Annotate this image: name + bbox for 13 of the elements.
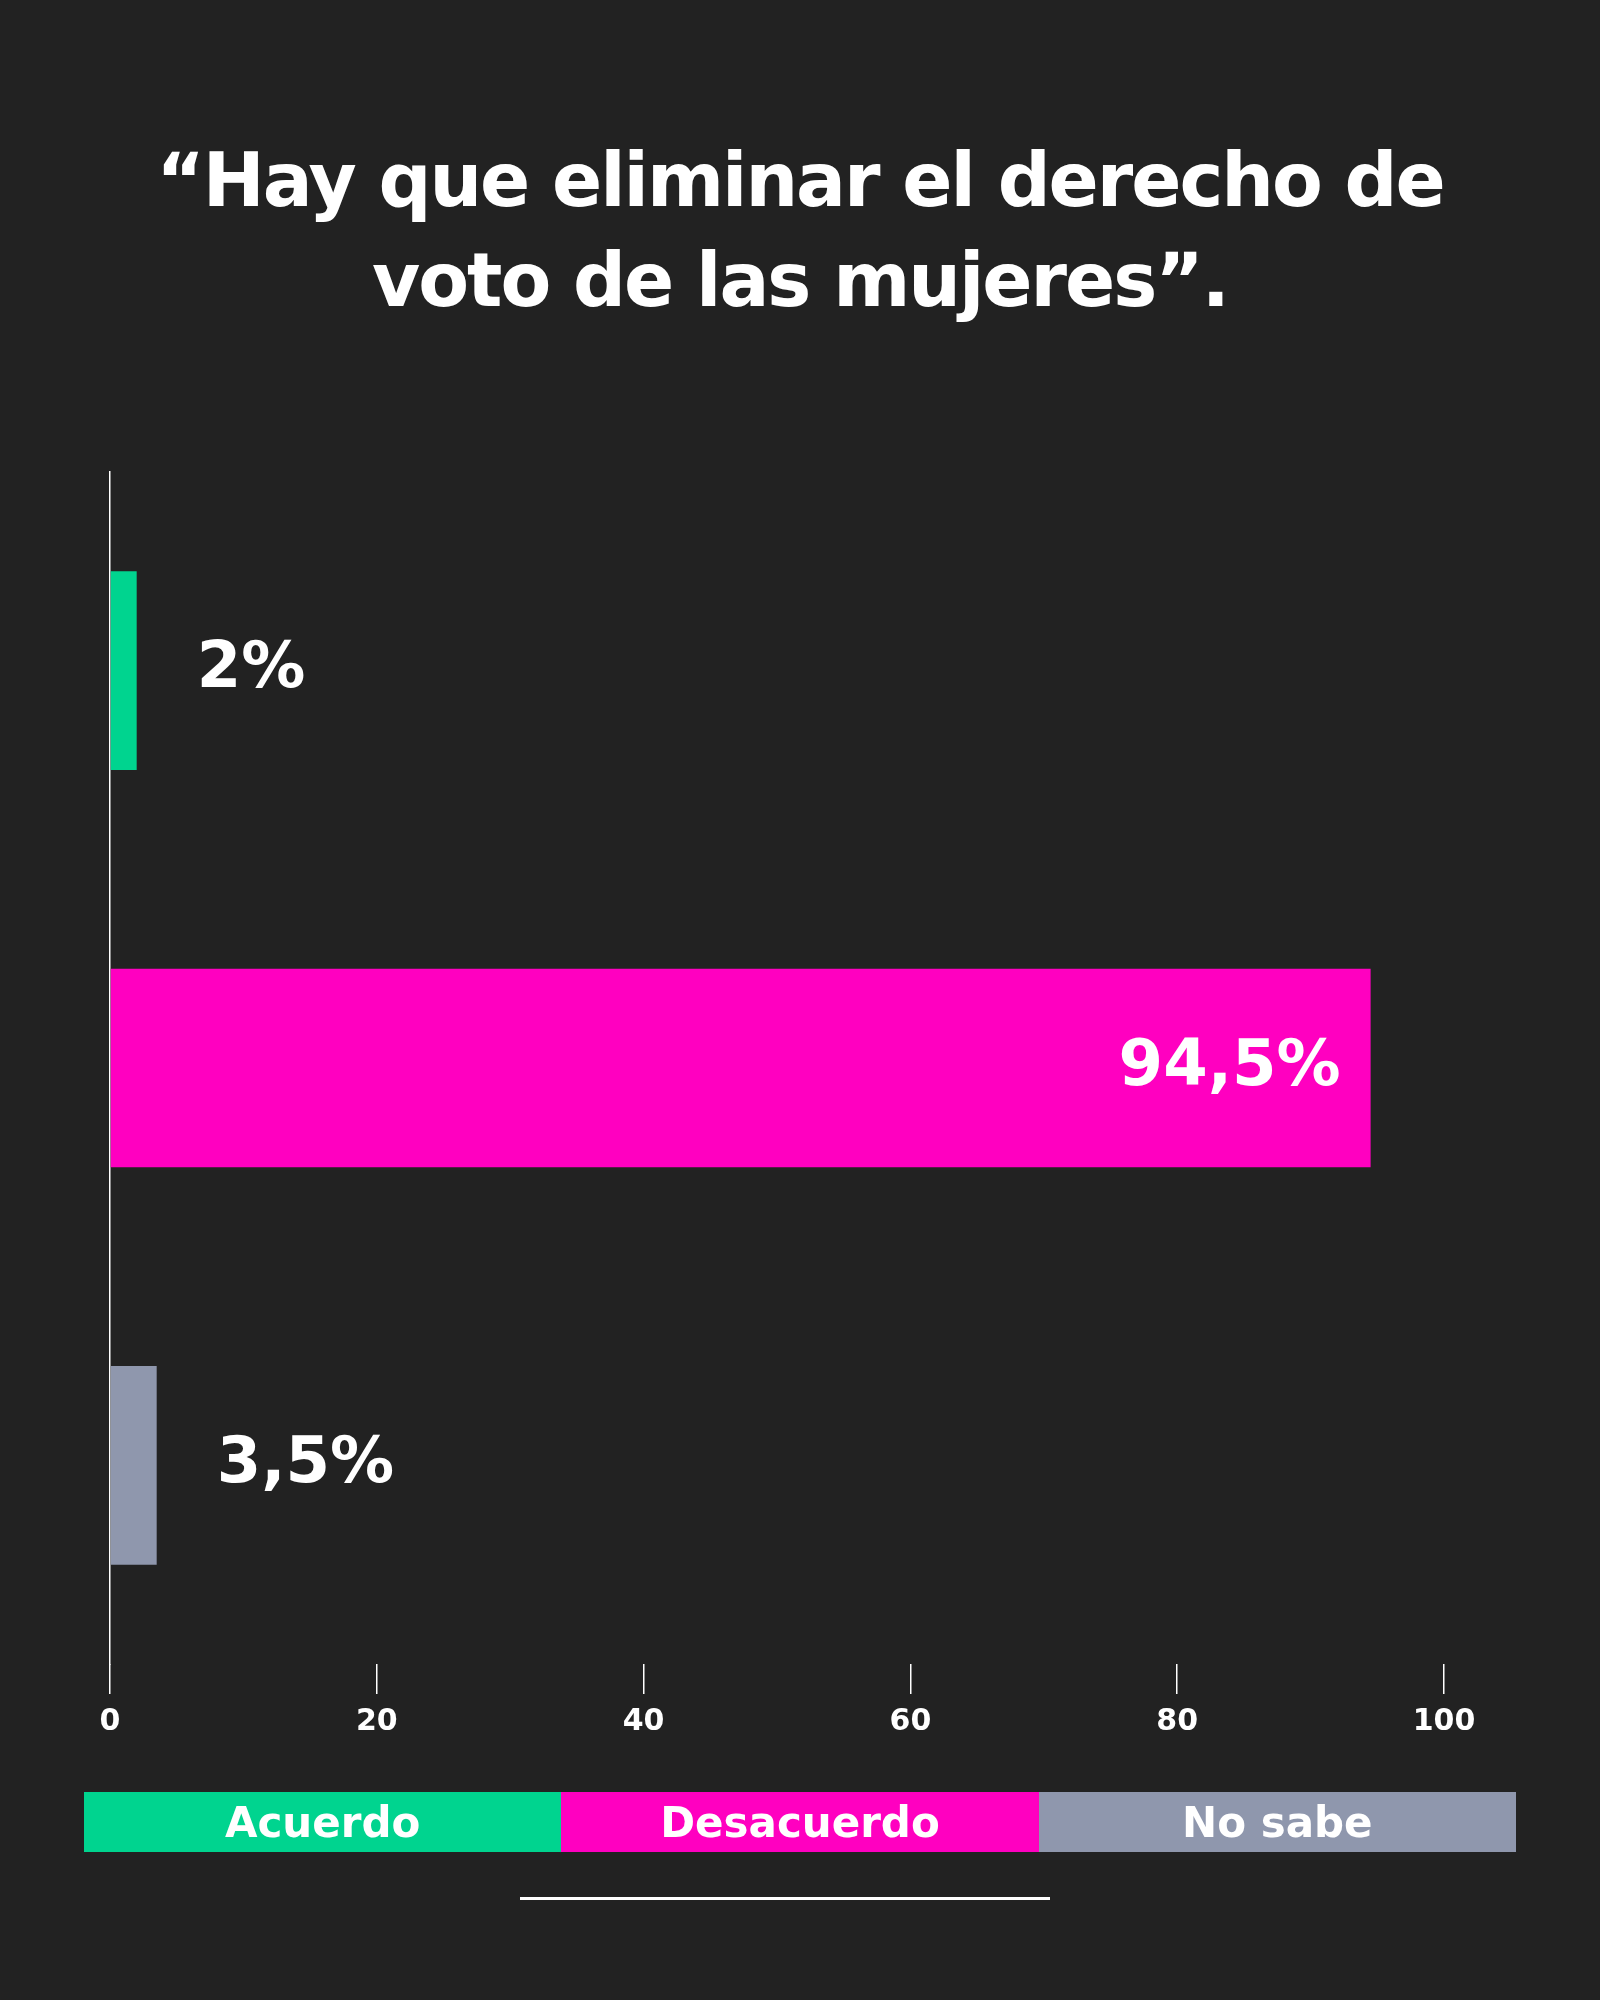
x-tick-label: 100 xyxy=(1412,1701,1476,1737)
chart-title: “Hay que eliminar el derecho de voto de las mujeres”. xyxy=(155,136,1445,325)
x-tick-label: 40 xyxy=(622,1701,665,1737)
data-label: 2% xyxy=(196,628,306,703)
text: Acuerdo xyxy=(84,1792,562,1852)
x-tick-label: 20 xyxy=(355,1701,398,1737)
data-label: 94,5% xyxy=(1118,1025,1341,1100)
text: Desacuerdo xyxy=(561,1792,1039,1852)
x-tick-label: 60 xyxy=(889,1701,932,1737)
x-tick-label: 80 xyxy=(1156,1701,1199,1737)
text: No sabe xyxy=(1038,1792,1516,1852)
x-tick-label: 0 xyxy=(99,1701,121,1737)
data-label: 3,5% xyxy=(216,1422,395,1497)
